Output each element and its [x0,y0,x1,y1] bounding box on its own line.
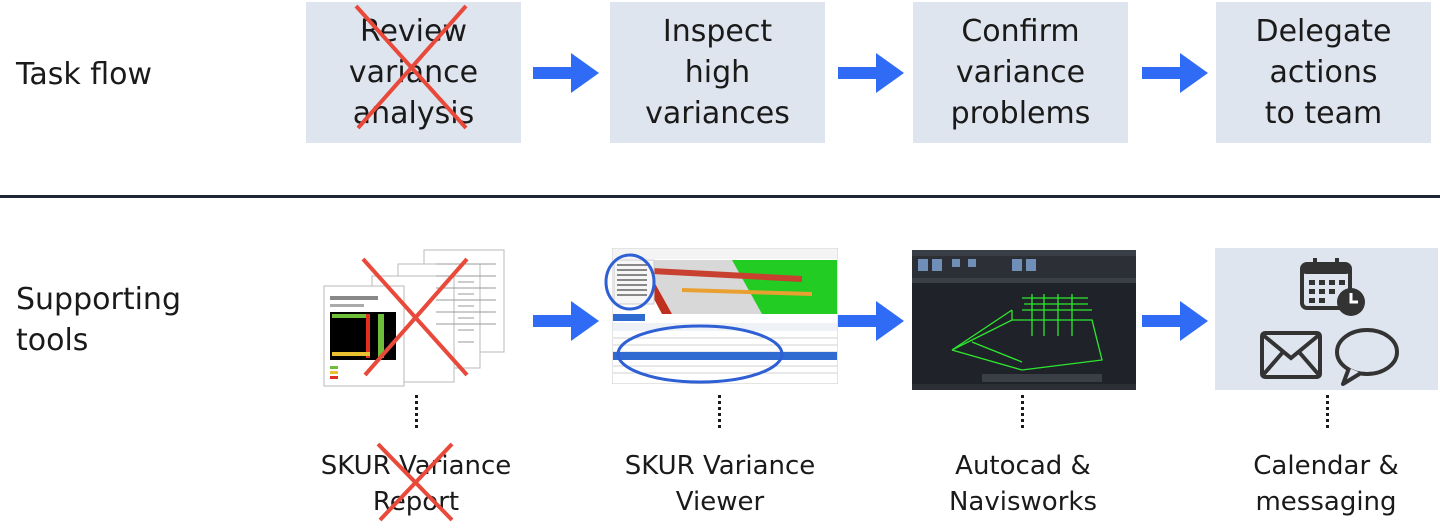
task-box-confirm: Confirm variance problems [913,2,1128,143]
task-box-review: Review variance analysis [306,2,521,143]
arrow-right-icon [1142,301,1208,341]
task-box-label: Confirm variance problems [950,14,1091,131]
supporting-tools-row-label: Supporting tools [16,282,181,358]
calendar-clock-icon [1300,258,1365,316]
task-box-inspect: Inspect high variances [610,2,825,143]
dotted-connector [718,395,721,431]
speech-bubble-icon [1335,328,1399,386]
tool-label-calendar: Calendar & messaging [1253,451,1399,517]
tool-label-autocad: Autocad & Navisworks [948,451,1097,517]
task-box-label: Review variance analysis [348,14,479,131]
task-box-label: Delegate actions to team [1255,14,1392,131]
task-box-label: Inspect high variances [645,14,790,131]
variance-viewer-thumbnail [612,248,838,384]
arrow-right-icon [533,301,599,341]
dotted-connector [1326,395,1329,431]
autocad-thumbnail [912,250,1136,390]
arrow-right-icon [838,301,904,341]
tool-label-variance-viewer: SKUR Variance Viewer [624,451,816,517]
tool-label-variance-report: SKUR Variance Report [320,451,512,517]
dotted-connector [1021,395,1024,431]
calendar-messaging-panel [1215,248,1438,390]
envelope-icon [1260,331,1322,379]
variance-report-thumbnail [318,248,508,390]
arrow-right-icon [1142,53,1208,93]
section-divider [0,195,1440,198]
dotted-connector [415,395,418,431]
arrow-right-icon [533,53,599,93]
task-flow-row-label: Task flow [16,57,153,92]
arrow-right-icon [838,53,904,93]
task-box-delegate: Delegate actions to team [1216,2,1431,143]
